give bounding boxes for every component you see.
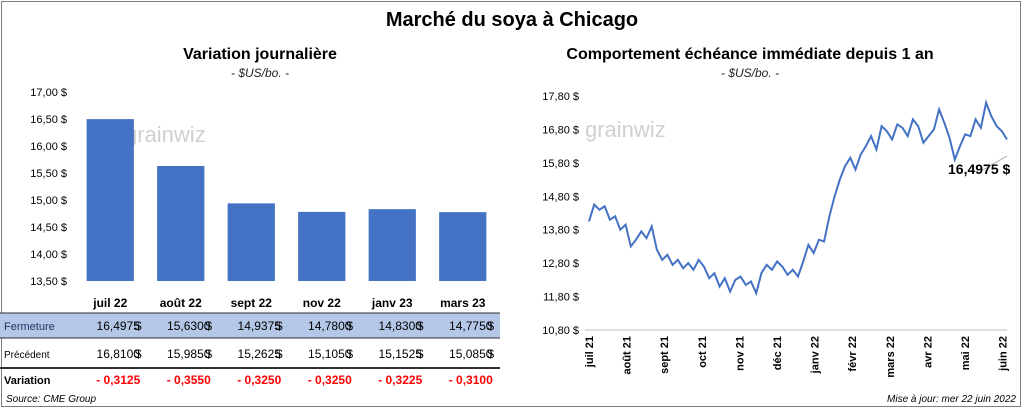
table-cell: 14,8300: [379, 319, 423, 333]
table-cell: 14,7750: [449, 319, 493, 333]
table-row-label: Précédent: [4, 350, 50, 361]
bar: [368, 209, 416, 281]
bar: [439, 212, 487, 281]
table-cell: 15,1525: [379, 347, 423, 361]
bar-chart: grainwiz 13,50 $ 14,00 $ 14,50 $ 15,00 $ 15,…: [30, 87, 487, 310]
table-cell: 16,4975: [97, 319, 141, 333]
line-chart-subtitle: - $US/bo. -: [720, 66, 780, 80]
bar-x-tick-label: nov 22: [303, 296, 341, 310]
line-x-tick-label: nov 21: [734, 336, 746, 371]
table-cell: - 0,3550: [167, 373, 211, 387]
table-cell-unit: $: [487, 347, 494, 361]
table-cell-unit: $: [417, 319, 424, 333]
table-cell: 16,8100: [97, 347, 141, 361]
table-cell-unit: $: [205, 347, 212, 361]
table-cell-unit: $: [135, 347, 142, 361]
table-body: Fermeture 16,4975$ 15,6300$ 14,9375$ 14,7800…: [4, 319, 494, 387]
table-cell-unit: $: [276, 319, 283, 333]
bar-y-tick-label: 16,50 $: [30, 114, 67, 126]
line-y-tick-label: 17,80 $: [542, 91, 579, 103]
line-x-axis: juil 21 août 21 sept 21 oct 21 nov 21 déc 21 j…: [584, 329, 1010, 378]
line-x-tick-label: déc 21: [772, 336, 784, 370]
table-cell-unit: $: [417, 347, 424, 361]
line-y-tick-label: 15,80 $: [542, 158, 579, 170]
table-cell-unit: $: [205, 319, 212, 333]
annotation-leader-line: [982, 155, 1008, 171]
bar-x-tick-label: mars 23: [440, 296, 486, 310]
bar: [298, 211, 346, 281]
line-x-tick-label: mars 22: [885, 336, 897, 378]
table-row-label: Variation: [4, 375, 51, 387]
line-y-tick-label: 13,80 $: [542, 225, 579, 237]
bar-chart-title: Variation journalière: [183, 46, 337, 63]
bar-y-tick-label: 14,00 $: [30, 249, 67, 261]
line-y-tick-label: 12,80 $: [542, 258, 579, 270]
bar-y-tick-label: 15,00 $: [30, 195, 67, 207]
last-value-annotation: 16,4975 $: [948, 161, 1010, 177]
table-row-label: Fermeture: [4, 321, 55, 333]
line-y-tick-label: 14,80 $: [542, 191, 579, 203]
line-y-tick-label: 16,80 $: [542, 124, 579, 136]
table-cell: 15,9850: [167, 347, 211, 361]
bar: [227, 203, 275, 281]
bar-x-axis: juil 22 août 22 sept 22 nov 22 janv 23 mars 2…: [92, 296, 486, 310]
bar-series: [86, 119, 487, 281]
bar-chart-watermark: grainwiz: [125, 122, 206, 147]
line-y-tick-label: 10,80 $: [542, 325, 579, 337]
table-cell: 14,7800: [308, 319, 352, 333]
line-x-tick-label: avr 22: [922, 336, 934, 368]
line-x-tick-label: oct 21: [697, 336, 709, 368]
bar-x-tick-label: juil 22: [92, 296, 127, 310]
line-x-tick-label: août 21: [622, 336, 634, 375]
table-cell: - 0,3100: [449, 373, 493, 387]
bar-y-tick-label: 14,50 $: [30, 222, 67, 234]
bar-y-tick-label: 17,00 $: [30, 87, 67, 99]
table-cell: 15,1050: [308, 347, 352, 361]
bar-x-tick-label: janv 23: [371, 296, 413, 310]
page-title: Marché du soya à Chicago: [385, 9, 639, 31]
table-cell-unit: $: [346, 347, 353, 361]
table-cell: 15,0850: [449, 347, 493, 361]
table-cell: 15,2625: [238, 347, 282, 361]
bar-chart-subtitle: - $US/bo. -: [230, 66, 290, 80]
table-cell: - 0,3250: [237, 373, 281, 387]
line-chart-watermark: grainwiz: [585, 117, 666, 142]
line-x-tick-label: févr 22: [847, 336, 859, 371]
table-cell-unit: $: [276, 347, 283, 361]
bar-x-tick-label: août 22: [160, 296, 202, 310]
line-x-tick-label: janv 22: [810, 336, 822, 374]
line-x-tick-label: mai 22: [960, 336, 972, 370]
bar-y-tick-label: 13,50 $: [30, 276, 67, 288]
line-x-tick-label: sept 21: [659, 336, 671, 374]
table-cell: 15,6300: [167, 319, 211, 333]
line-y-tick-label: 11,80 $: [543, 292, 579, 304]
source-note: Source: CME Group: [6, 394, 97, 405]
bar-y-tick-label: 16,00 $: [30, 141, 67, 153]
line-x-tick-label: juil 21: [584, 336, 596, 368]
line-chart: grainwiz 10,80 $ 11,80 $ 12,80 $ 13,80 $ 14,…: [542, 91, 1010, 378]
bar-y-tick-label: 15,50 $: [30, 168, 67, 180]
line-series: [588, 99, 1008, 297]
bar-x-tick-label: sept 22: [231, 296, 273, 310]
update-note: Mise à jour: mer 22 juin 2022: [887, 394, 1016, 405]
table-cell-unit: $: [135, 319, 142, 333]
price-table: Fermeture 16,4975$ 15,6300$ 14,9375$ 14,7800…: [0, 312, 500, 387]
table-cell: - 0,3125: [96, 373, 140, 387]
table-header-band: [0, 313, 500, 338]
table-cell: - 0,3225: [378, 373, 422, 387]
bar-y-axis: 13,50 $ 14,00 $ 14,50 $ 15,00 $ 15,50 $ 16,00…: [30, 87, 67, 288]
bar: [86, 119, 134, 281]
bar: [157, 165, 205, 281]
line-chart-title: Comportement échéance immédiate depuis 1…: [566, 46, 934, 63]
line-y-axis: 10,80 $ 11,80 $ 12,80 $ 13,80 $ 14,80 $ 15,80…: [542, 91, 579, 337]
table-cell: 14,9375: [238, 319, 282, 333]
table-cell: - 0,3250: [308, 373, 352, 387]
line-x-tick-label: juin 22: [998, 336, 1010, 372]
table-cell-unit: $: [346, 319, 353, 333]
table-cell-unit: $: [487, 319, 494, 333]
